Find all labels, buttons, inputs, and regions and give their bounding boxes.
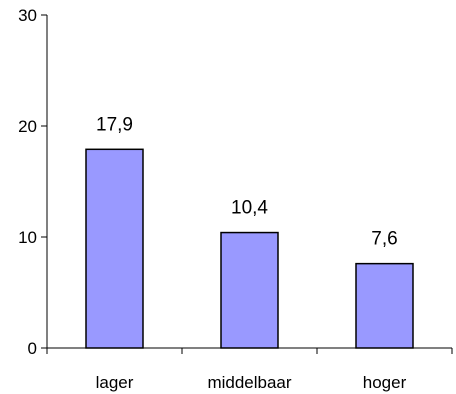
bars (85, 148, 414, 349)
x-category-label: middelbaar (207, 373, 291, 392)
labels: 17,9 lager 10,4 middelbaar 7,6 hoger (96, 114, 407, 392)
y-tick-label: 30 (18, 6, 37, 25)
y-tick-label: 20 (18, 117, 37, 136)
x-category-label: hoger (363, 373, 407, 392)
bar-lager (85, 148, 144, 349)
y-tick-label: 0 (28, 339, 37, 358)
bar-middelbaar (220, 231, 279, 349)
data-label: 7,6 (371, 229, 397, 250)
bar-hoger (355, 262, 414, 349)
data-label: 17,9 (96, 114, 133, 135)
y-tick-label: 10 (18, 228, 37, 247)
x-category-label: lager (96, 373, 134, 392)
data-label: 10,4 (231, 198, 268, 219)
